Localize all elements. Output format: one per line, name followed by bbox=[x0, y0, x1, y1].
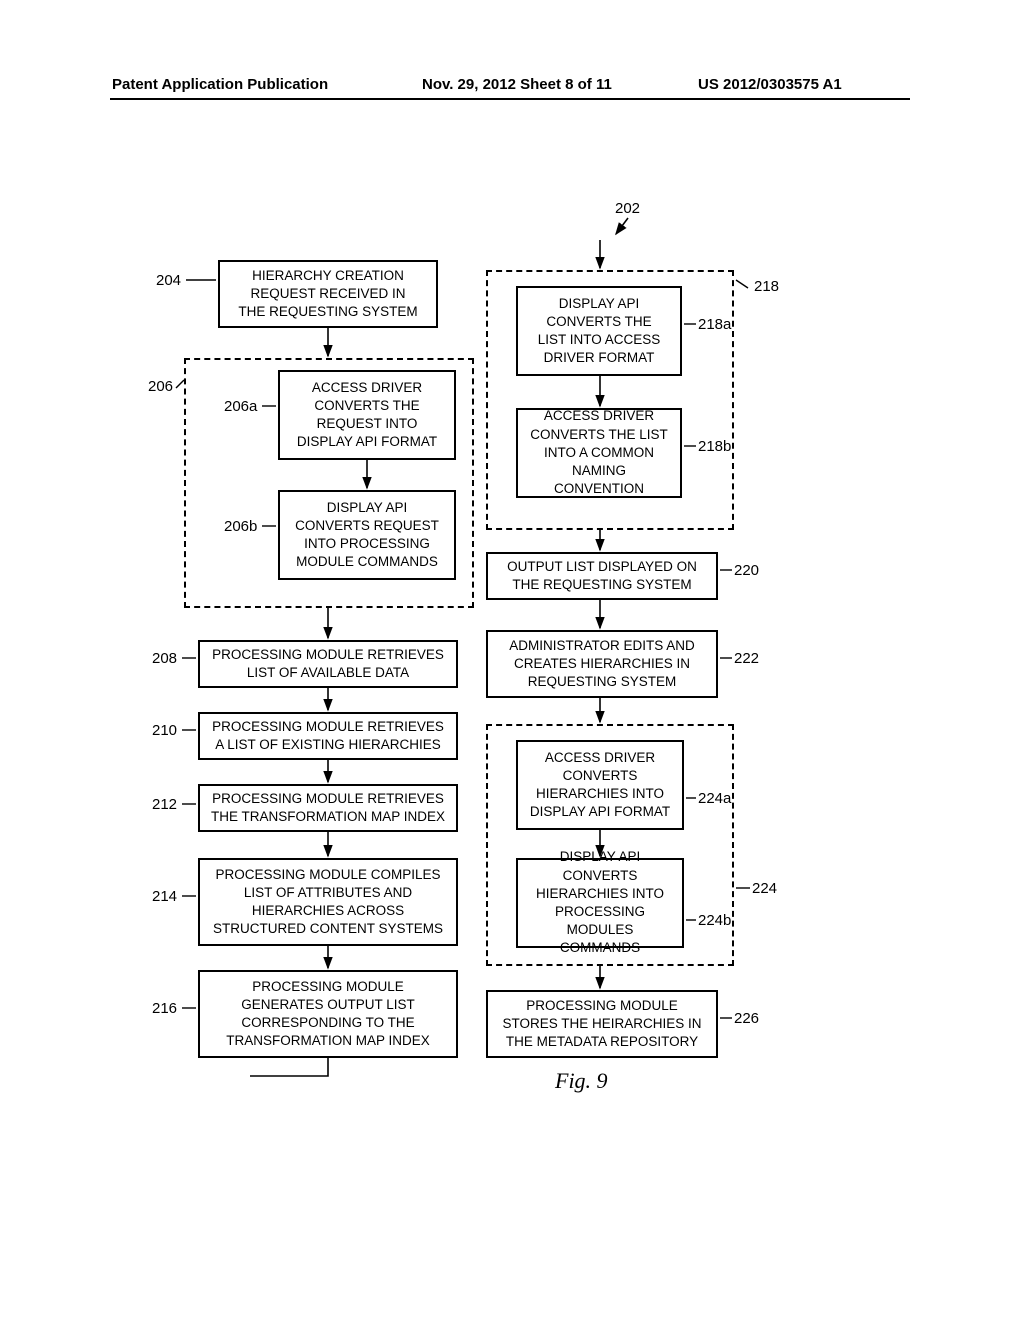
box-214-text: PROCESSING MODULE COMPILESLIST OF ATTRIB… bbox=[213, 866, 443, 939]
box-204-text: HIERARCHY CREATIONREQUEST RECEIVED INTHE… bbox=[238, 267, 417, 322]
box-224a: ACCESS DRIVERCONVERTSHIERARCHIES INTODIS… bbox=[516, 740, 684, 830]
box-212-text: PROCESSING MODULE RETRIEVESTHE TRANSFORM… bbox=[211, 790, 445, 826]
label-226: 226 bbox=[734, 1010, 759, 1027]
box-222-text: ADMINISTRATOR EDITS ANDCREATES HIERARCHI… bbox=[509, 637, 695, 692]
label-206: 206 bbox=[148, 378, 173, 395]
label-220: 220 bbox=[734, 562, 759, 579]
label-214: 214 bbox=[152, 888, 177, 905]
box-210: PROCESSING MODULE RETRIEVESA LIST OF EXI… bbox=[198, 712, 458, 760]
box-226: PROCESSING MODULESTORES THE HEIRARCHIES … bbox=[486, 990, 718, 1058]
box-224b: DISPLAY API CONVERTSHIERARCHIES INTOPROC… bbox=[516, 858, 684, 948]
header-right: US 2012/0303575 A1 bbox=[698, 76, 842, 93]
box-206b-text: DISPLAY APICONVERTS REQUESTINTO PROCESSI… bbox=[295, 499, 439, 572]
box-218a: DISPLAY APICONVERTS THELIST INTO ACCESSD… bbox=[516, 286, 682, 376]
box-210-text: PROCESSING MODULE RETRIEVESA LIST OF EXI… bbox=[212, 718, 444, 754]
header-mid: Nov. 29, 2012 Sheet 8 of 11 bbox=[422, 76, 612, 93]
label-212: 212 bbox=[152, 796, 177, 813]
box-218a-text: DISPLAY APICONVERTS THELIST INTO ACCESSD… bbox=[538, 295, 661, 368]
label-222: 222 bbox=[734, 650, 759, 667]
box-222: ADMINISTRATOR EDITS ANDCREATES HIERARCHI… bbox=[486, 630, 718, 698]
header-left: Patent Application Publication bbox=[112, 76, 328, 93]
box-216-text: PROCESSING MODULEGENERATES OUTPUT LISTCO… bbox=[226, 978, 430, 1051]
label-210: 210 bbox=[152, 722, 177, 739]
box-218b: ACCESS DRIVERCONVERTS THE LISTINTO A COM… bbox=[516, 408, 682, 498]
box-208-text: PROCESSING MODULE RETRIEVESLIST OF AVAIL… bbox=[212, 646, 444, 682]
box-204: HIERARCHY CREATIONREQUEST RECEIVED INTHE… bbox=[218, 260, 438, 328]
box-218b-text: ACCESS DRIVERCONVERTS THE LISTINTO A COM… bbox=[528, 407, 670, 498]
label-224: 224 bbox=[752, 880, 777, 897]
box-206a: ACCESS DRIVERCONVERTS THEREQUEST INTODIS… bbox=[278, 370, 456, 460]
box-206a-text: ACCESS DRIVERCONVERTS THEREQUEST INTODIS… bbox=[297, 379, 437, 452]
box-208: PROCESSING MODULE RETRIEVESLIST OF AVAIL… bbox=[198, 640, 458, 688]
header-rule bbox=[110, 98, 910, 100]
label-204: 204 bbox=[156, 272, 181, 289]
page: Patent Application Publication Nov. 29, … bbox=[0, 0, 1024, 1320]
label-202: 202 bbox=[615, 200, 640, 217]
box-216: PROCESSING MODULEGENERATES OUTPUT LISTCO… bbox=[198, 970, 458, 1058]
box-226-text: PROCESSING MODULESTORES THE HEIRARCHIES … bbox=[502, 997, 701, 1052]
box-212: PROCESSING MODULE RETRIEVESTHE TRANSFORM… bbox=[198, 784, 458, 832]
box-224b-text: DISPLAY API CONVERTSHIERARCHIES INTOPROC… bbox=[528, 848, 672, 957]
box-220: OUTPUT LIST DISPLAYED ONTHE REQUESTING S… bbox=[486, 552, 718, 600]
label-208: 208 bbox=[152, 650, 177, 667]
box-224a-text: ACCESS DRIVERCONVERTSHIERARCHIES INTODIS… bbox=[530, 749, 670, 822]
box-206b: DISPLAY APICONVERTS REQUESTINTO PROCESSI… bbox=[278, 490, 456, 580]
label-218: 218 bbox=[754, 278, 779, 295]
box-214: PROCESSING MODULE COMPILESLIST OF ATTRIB… bbox=[198, 858, 458, 946]
label-216: 216 bbox=[152, 1000, 177, 1017]
box-220-text: OUTPUT LIST DISPLAYED ONTHE REQUESTING S… bbox=[507, 558, 697, 594]
figure-caption: Fig. 9 bbox=[555, 1068, 608, 1094]
